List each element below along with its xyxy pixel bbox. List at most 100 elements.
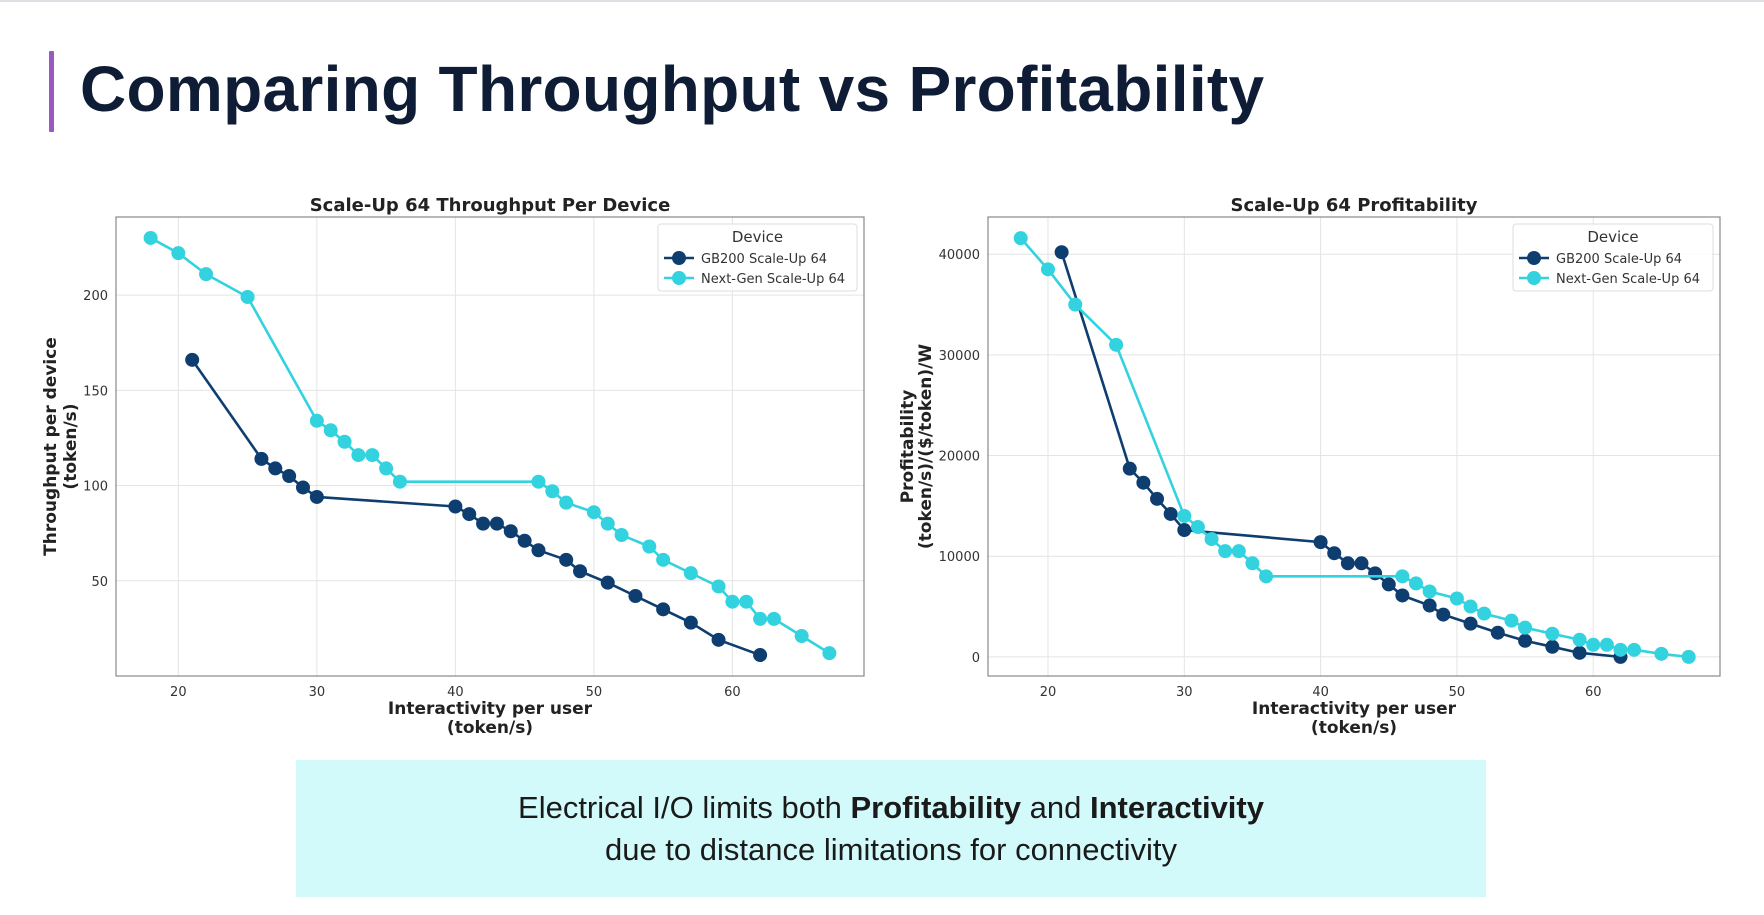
chart-title: Scale-Up 64 Throughput Per Device — [310, 195, 671, 216]
data-point-gb200 — [711, 632, 726, 647]
data-point-next-gen — [753, 611, 768, 626]
data-point-gb200 — [1136, 475, 1151, 490]
plot-frame — [115, 216, 865, 677]
data-point-next-gen — [1190, 520, 1205, 535]
data-point-gb200 — [1177, 523, 1192, 538]
data-point-next-gen — [586, 505, 601, 520]
data-point-gb200 — [559, 552, 574, 567]
data-point-next-gen — [1572, 632, 1587, 647]
series-line-next-gen — [1019, 237, 1689, 659]
data-point-next-gen — [739, 594, 754, 609]
data-point-next-gen — [531, 474, 546, 489]
data-point-next-gen — [656, 552, 671, 567]
y-tick-label: 150 — [83, 384, 108, 399]
x-tick-label: 20 — [1040, 685, 1057, 700]
data-point-gb200 — [476, 516, 491, 531]
data-point-next-gen — [1177, 508, 1192, 523]
data-point-gb200 — [1381, 577, 1396, 592]
takeaway-banner: Electrical I/O limits both Profitability… — [296, 760, 1486, 897]
x-tick-label: 50 — [586, 685, 603, 700]
banner-line-2: due to distance limitations for connecti… — [604, 832, 1178, 867]
banner-text: and — [1021, 790, 1090, 825]
x-tick-label: 30 — [1176, 685, 1193, 700]
data-point-gb200 — [1545, 639, 1560, 654]
x-tick-label: 40 — [1312, 685, 1329, 700]
data-point-next-gen — [614, 528, 629, 543]
data-point-next-gen — [1204, 532, 1219, 547]
data-point-next-gen — [1409, 576, 1424, 591]
legend-box — [1512, 223, 1714, 292]
data-point-next-gen — [1586, 637, 1601, 652]
x-axis-label: (token/s) — [1311, 718, 1397, 738]
y-axis-label: Throughput per device — [41, 337, 61, 556]
data-point-gb200 — [448, 499, 463, 514]
legend-marker — [672, 251, 686, 265]
data-point-next-gen — [1654, 646, 1669, 661]
data-point-gb200 — [1054, 245, 1069, 260]
data-point-next-gen — [1013, 231, 1028, 246]
data-point-gb200 — [1518, 633, 1533, 648]
y-tick-label: 50 — [91, 575, 108, 590]
data-point-gb200 — [1422, 598, 1437, 613]
data-point-next-gen — [766, 611, 781, 626]
data-point-next-gen — [351, 448, 366, 463]
x-tick-label: 50 — [1449, 685, 1466, 700]
data-point-next-gen — [1599, 637, 1614, 652]
data-point-next-gen — [392, 474, 407, 489]
data-point-next-gen — [1231, 544, 1246, 559]
data-point-next-gen — [337, 434, 352, 449]
data-point-gb200 — [1327, 546, 1342, 561]
data-point-gb200 — [1163, 506, 1178, 521]
data-point-gb200 — [1368, 566, 1383, 581]
series-line-gb200 — [1060, 251, 1621, 659]
data-point-next-gen — [1449, 591, 1464, 606]
y-tick-label: 20000 — [939, 450, 980, 465]
legend-title: Device — [1587, 228, 1638, 246]
banner-emphasis-profitability: Profitability — [850, 790, 1022, 825]
data-point-gb200 — [1122, 461, 1137, 476]
data-point-gb200 — [683, 615, 698, 630]
data-point-next-gen — [559, 495, 574, 510]
legend-label: Next-Gen Scale-Up 64 — [1556, 272, 1700, 287]
x-axis-label: Interactivity per user — [388, 699, 593, 719]
x-tick-label: 30 — [309, 685, 326, 700]
x-axis-label: Interactivity per user — [1252, 699, 1457, 719]
data-point-next-gen — [1681, 649, 1696, 664]
data-point-next-gen — [1518, 620, 1533, 635]
legend-title: Device — [732, 228, 783, 246]
data-point-gb200 — [185, 352, 200, 367]
data-point-next-gen — [1422, 584, 1437, 599]
chart-title: Scale-Up 64 Profitability — [1231, 195, 1478, 216]
data-point-next-gen — [545, 484, 560, 499]
data-point-gb200 — [1490, 625, 1505, 640]
data-point-gb200 — [1313, 535, 1328, 550]
x-axis-label: (token/s) — [447, 718, 533, 738]
y-tick-label: 200 — [83, 289, 108, 304]
y-axis-label: Profitability — [898, 390, 918, 504]
data-point-next-gen — [600, 516, 615, 531]
data-point-next-gen — [1627, 642, 1642, 657]
data-point-next-gen — [1504, 613, 1519, 628]
legend-label: GB200 Scale-Up 64 — [701, 252, 827, 267]
x-tick-label: 60 — [724, 685, 741, 700]
data-point-next-gen — [1040, 262, 1055, 277]
data-point-gb200 — [1436, 607, 1451, 622]
data-point-gb200 — [628, 589, 643, 604]
x-tick-label: 40 — [447, 685, 464, 700]
slide-title: Comparing Throughput vs Profitability — [80, 53, 1265, 125]
data-point-next-gen — [1613, 642, 1628, 657]
data-point-gb200 — [1150, 491, 1165, 506]
data-point-next-gen — [143, 230, 158, 245]
data-point-gb200 — [309, 489, 324, 504]
data-point-next-gen — [1477, 606, 1492, 621]
legend-marker — [1527, 271, 1541, 285]
legend-box — [657, 223, 858, 292]
legend-marker — [1527, 251, 1541, 265]
data-point-gb200 — [1354, 556, 1369, 571]
data-point-gb200 — [517, 533, 532, 548]
title-accent-bar — [49, 51, 54, 132]
y-axis-label: (token/s)/($/token)/W — [916, 344, 936, 549]
data-point-next-gen — [1068, 297, 1083, 312]
data-point-gb200 — [1572, 645, 1587, 660]
